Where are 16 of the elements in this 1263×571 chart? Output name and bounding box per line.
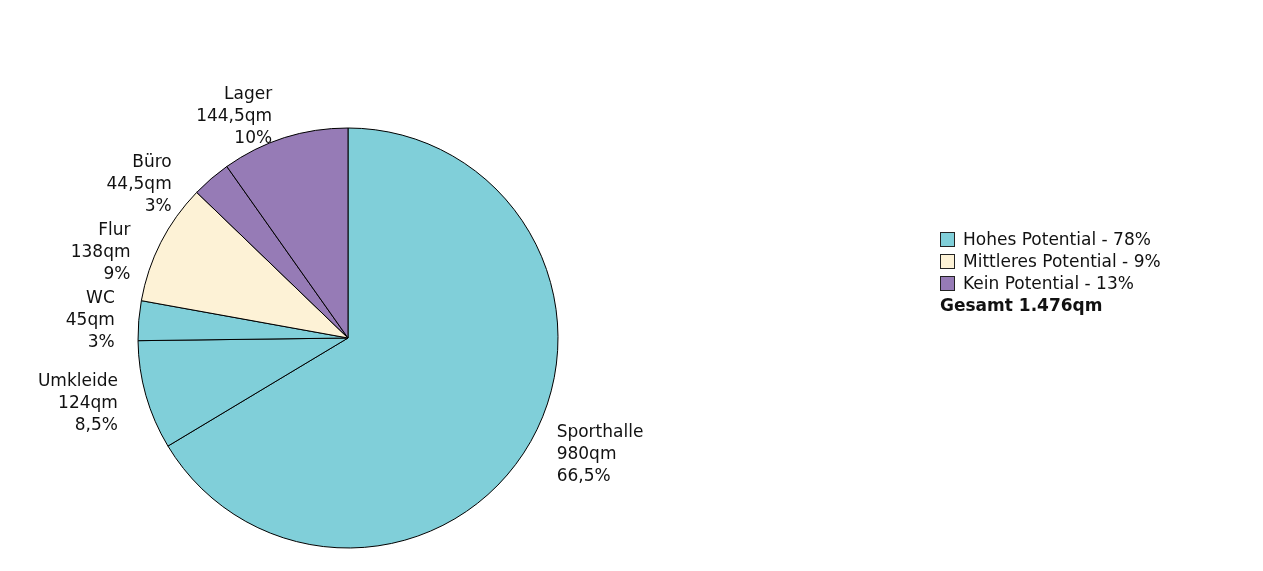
data-label: 144,5qm 10% (196, 104, 273, 147)
data-label: 44,5qm 3% (106, 172, 172, 215)
text: Hohes Potential - 78% (963, 229, 1151, 249)
slice-label: Umkleide (37, 369, 118, 390)
data-label: 124qm 8,5% (58, 391, 118, 434)
data-label: 980qm 66,5% (556, 443, 617, 486)
data-label: 45qm 3% (65, 308, 115, 351)
slice-label: Lager (224, 82, 273, 103)
text: Mittleres Potential - 9% (963, 251, 1161, 271)
text: Kein Potential - 13% (963, 273, 1134, 293)
text: Gesamt 1.476qm (940, 295, 1103, 315)
slice-label: Flur (98, 218, 131, 239)
slice-label: WC (86, 286, 115, 307)
slice-label: Sporthalle (556, 421, 644, 442)
data-label: 138qm 9% (70, 240, 131, 283)
slice-label: Büro (132, 150, 172, 171)
